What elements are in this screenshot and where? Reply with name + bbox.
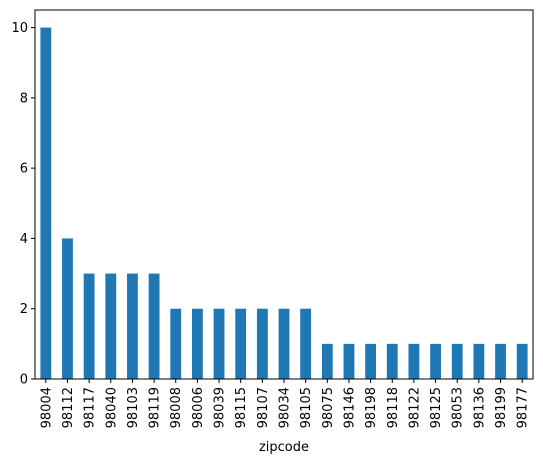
y-tick-label: 2 <box>20 302 28 317</box>
x-tick-label: 98008 <box>169 387 184 428</box>
x-tick-label: 98107 <box>256 387 271 428</box>
bar-98107 <box>256 308 268 379</box>
bar-98006 <box>191 308 203 379</box>
x-tick-label: 98119 <box>148 387 163 428</box>
bar-98039 <box>213 308 225 379</box>
bar-98136 <box>473 343 485 379</box>
bar-98118 <box>386 343 398 379</box>
y-tick-label: 0 <box>20 373 28 388</box>
x-tick-label: 98122 <box>407 387 422 428</box>
x-tick-label: 98105 <box>299 387 314 428</box>
bar-98198 <box>365 343 377 379</box>
bar-98112 <box>62 238 73 379</box>
y-axis: 0 2 4 6 8 10 <box>11 21 35 388</box>
x-tick-label: 98053 <box>451 387 466 428</box>
x-axis-label: zipcode <box>259 440 309 455</box>
bar-98040 <box>105 273 117 379</box>
bar-98119 <box>148 273 160 379</box>
x-tick-label: 98112 <box>61 387 76 428</box>
x-tick-label: 98039 <box>213 387 228 428</box>
bar-98125 <box>430 343 441 379</box>
bar-98199 <box>495 343 506 379</box>
x-tick-label: 98034 <box>278 387 293 428</box>
x-axis: 98004 98112 98117 98040 98103 98119 98008 98006… <box>39 379 531 428</box>
bar-98053 <box>451 343 463 379</box>
bar-98004 <box>40 27 52 379</box>
x-tick-label: 98118 <box>386 387 401 428</box>
x-tick-label: 98136 <box>472 387 487 428</box>
x-tick-label: 98117 <box>83 387 98 428</box>
plot-frame <box>34 9 534 380</box>
bar-98034 <box>278 308 290 379</box>
x-tick-label: 98115 <box>234 387 249 428</box>
bar-98177 <box>516 343 528 379</box>
x-tick-label: 98075 <box>321 387 336 428</box>
x-tick-label: 98004 <box>39 387 54 428</box>
bar-98008 <box>170 308 182 379</box>
bar-98105 <box>300 308 312 379</box>
x-tick-label: 98199 <box>494 387 509 428</box>
bar-98117 <box>83 273 95 379</box>
x-tick-label: 98146 <box>342 387 357 428</box>
x-tick-label: 98040 <box>104 387 119 428</box>
y-tick-label: 6 <box>20 162 28 177</box>
x-tick-label: 98103 <box>126 387 141 428</box>
x-tick-label: 98125 <box>429 387 444 428</box>
bars-group <box>40 27 528 379</box>
y-tick-label: 10 <box>11 21 28 36</box>
bar-98115 <box>235 308 247 379</box>
bar-98146 <box>343 343 355 379</box>
x-tick-label: 98177 <box>516 387 531 428</box>
bar-98103 <box>127 273 138 379</box>
bar-98122 <box>408 343 420 379</box>
bar-98075 <box>321 343 333 379</box>
x-tick-label: 98198 <box>364 387 379 428</box>
y-tick-label: 4 <box>20 232 28 247</box>
y-tick-label: 8 <box>20 91 28 106</box>
x-tick-label: 98006 <box>191 387 206 428</box>
